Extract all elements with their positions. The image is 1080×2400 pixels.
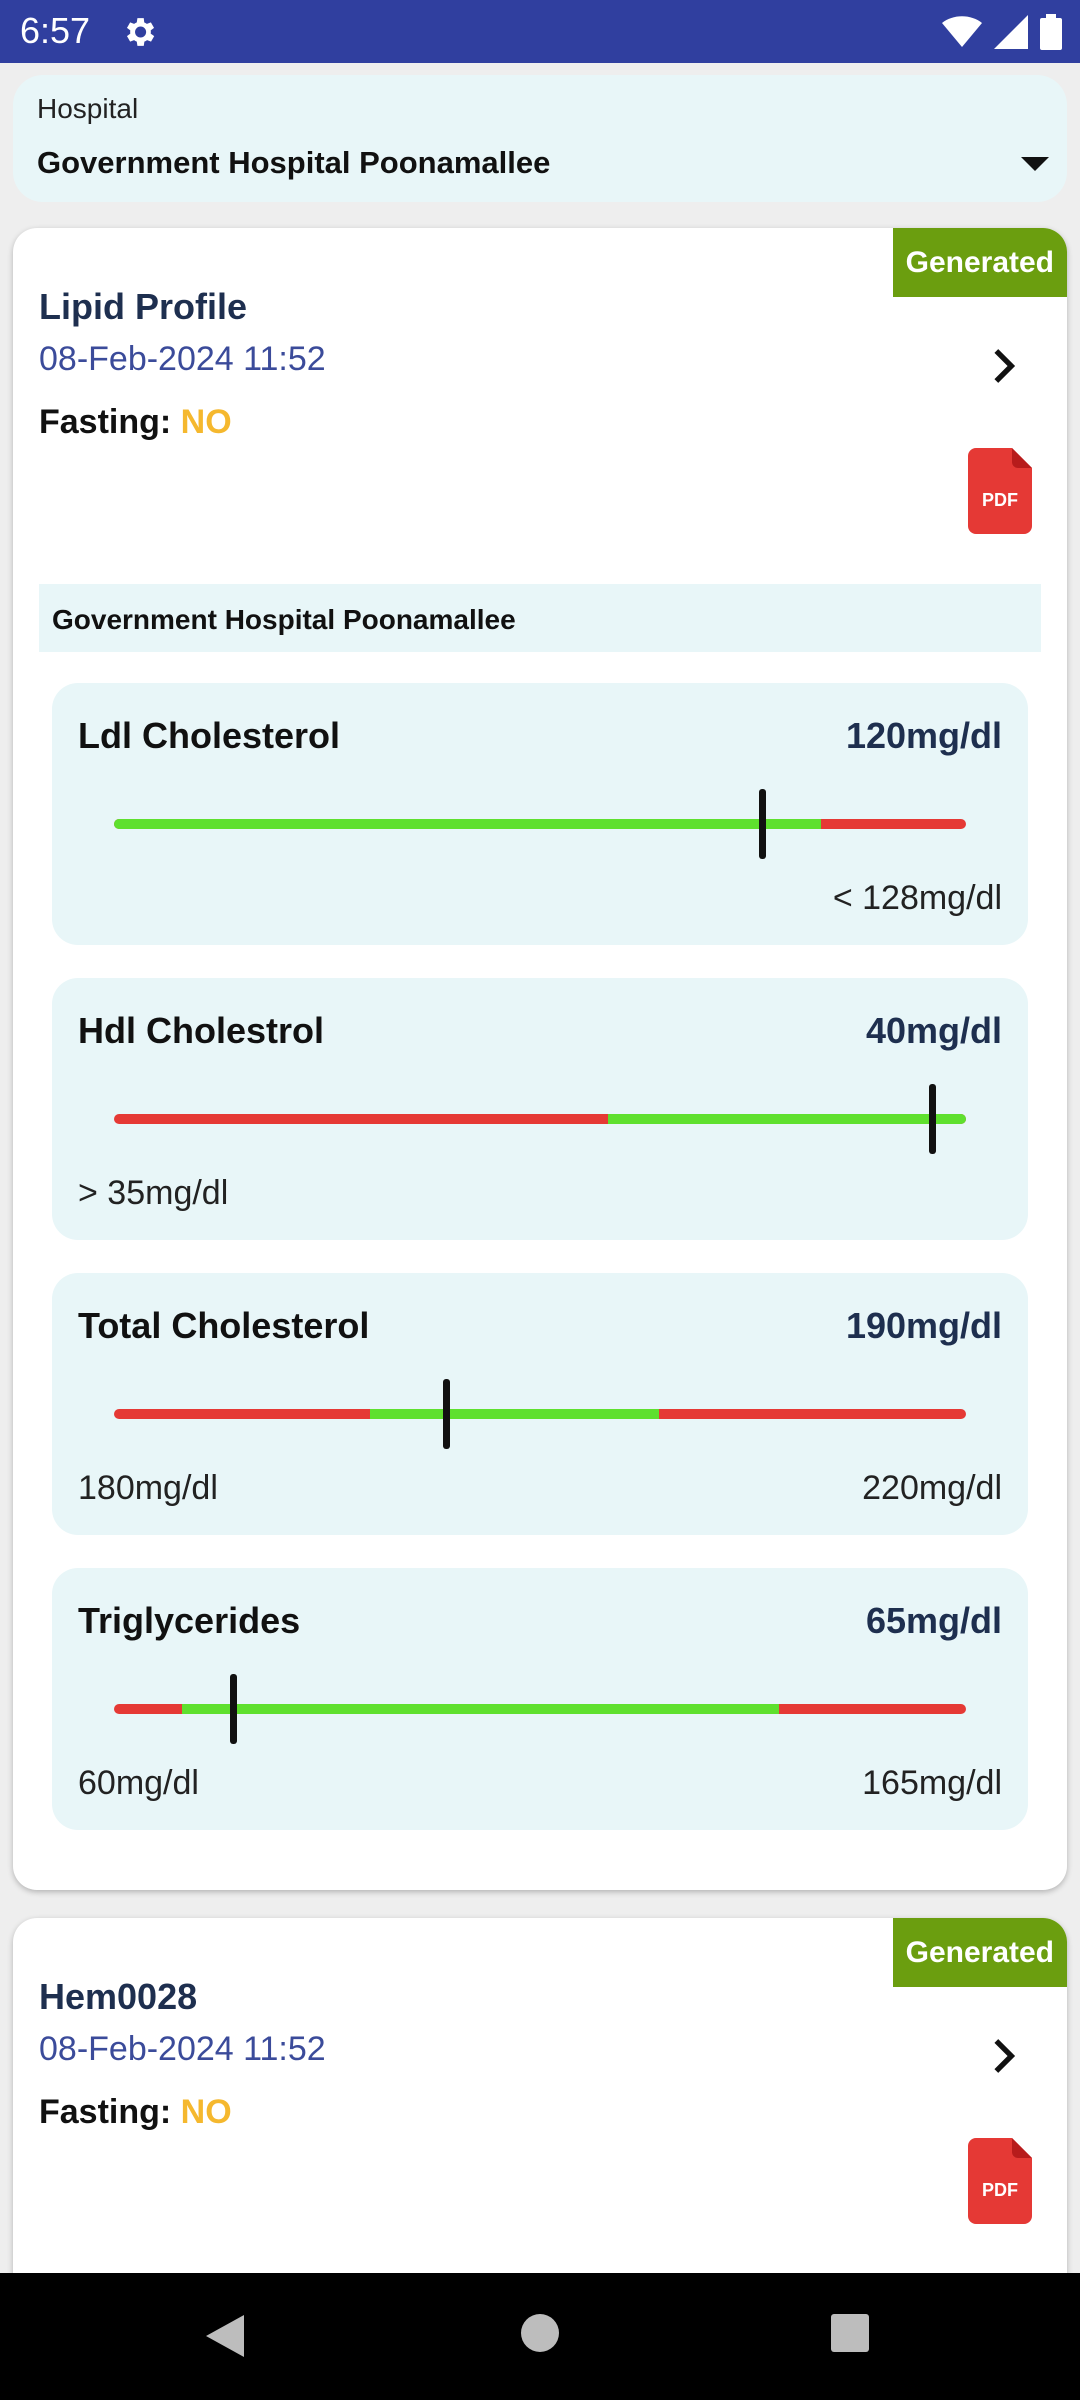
- chevron-right-icon[interactable]: [983, 2036, 1023, 2076]
- cell-signal-icon: [994, 15, 1028, 49]
- value-marker: [443, 1379, 451, 1449]
- range-left-label: 180mg/dl: [78, 1469, 218, 1507]
- hospital-section-name: Government Hospital Poonamallee: [52, 604, 516, 635]
- report-datetime: 08-Feb-2024 11:52: [39, 2030, 326, 2068]
- hospital-section-header: Government Hospital Poonamallee: [39, 584, 1041, 652]
- fasting-value: NO: [180, 2093, 232, 2131]
- test-value: 65mg/dl: [865, 1600, 1002, 1641]
- range-bar: [114, 819, 966, 829]
- range-right-label: < 128mg/dl: [832, 879, 1002, 917]
- range-left-label: 60mg/dl: [78, 1764, 199, 1802]
- report-title: Hem0028: [39, 1976, 198, 2017]
- range-left-label: > 35mg/dl: [78, 1174, 229, 1212]
- report-datetime: 08-Feb-2024 11:52: [39, 340, 326, 378]
- test-result-total-cholesterol: Total Cholesterol 190mg/dl 180mg/dl 220m…: [52, 1273, 1028, 1535]
- pdf-icon-label: PDF: [982, 490, 1018, 510]
- recents-square-icon[interactable]: [830, 2313, 870, 2353]
- range-right-label: 165mg/dl: [862, 1764, 1002, 1802]
- gear-icon: [126, 18, 155, 46]
- range-bar: [114, 1114, 966, 1124]
- wifi-icon: [942, 16, 982, 47]
- fasting-label: Fasting:: [39, 2093, 172, 2131]
- status-time: 6:57: [20, 10, 91, 51]
- hospital-selected-value: Government Hospital Poonamallee: [37, 145, 551, 180]
- home-circle-icon[interactable]: [520, 2313, 560, 2353]
- normal-range-segment: [608, 1114, 966, 1124]
- report-card[interactable]: Generated Lipid Profile 08-Feb-2024 11:5…: [13, 228, 1067, 1890]
- normal-range-segment: [182, 1704, 779, 1714]
- chevron-right-icon[interactable]: [983, 346, 1023, 386]
- hospital-label: Hospital: [37, 93, 139, 124]
- test-result-triglycerides: Triglycerides 65mg/dl 60mg/dl 165mg/dl: [52, 1568, 1028, 1830]
- test-name: Ldl Cholesterol: [78, 715, 341, 756]
- fasting-status: Fasting: NO: [39, 403, 232, 442]
- test-result-hdl: Hdl Cholestrol 40mg/dl > 35mg/dl: [52, 978, 1028, 1240]
- battery-icon: [1040, 14, 1062, 50]
- test-name: Hdl Cholestrol: [78, 1010, 325, 1051]
- value-marker: [758, 789, 766, 859]
- fasting-value: NO: [180, 403, 232, 441]
- status-bar: 6:57: [0, 0, 1080, 63]
- value-marker: [928, 1084, 936, 1154]
- range-right-label: 220mg/dl: [862, 1469, 1002, 1507]
- test-result-ldl: Ldl Cholesterol 120mg/dl < 128mg/dl: [52, 683, 1028, 945]
- back-triangle-icon[interactable]: [204, 2313, 246, 2359]
- test-name: Triglycerides: [78, 1600, 301, 1641]
- status-badge: Generated: [892, 228, 1067, 297]
- range-bar: [114, 1704, 966, 1714]
- dropdown-caret-icon[interactable]: [1021, 157, 1049, 171]
- normal-range-segment: [369, 1409, 660, 1419]
- system-navigation-bar: [0, 2273, 1080, 2400]
- range-bar: [114, 1409, 966, 1419]
- test-name: Total Cholesterol: [78, 1305, 370, 1346]
- value-marker: [230, 1674, 238, 1744]
- fasting-status: Fasting: NO: [39, 2093, 232, 2132]
- pdf-icon[interactable]: PDF: [968, 2138, 1032, 2224]
- pdf-icon-label: PDF: [982, 2180, 1018, 2200]
- status-badge: Generated: [892, 1918, 1067, 1987]
- report-title: Lipid Profile: [39, 286, 248, 327]
- test-value: 40mg/dl: [865, 1010, 1002, 1051]
- test-value: 190mg/dl: [845, 1305, 1002, 1346]
- hospital-dropdown[interactable]: Hospital Government Hospital Poonamallee: [13, 75, 1067, 202]
- normal-range-segment: [114, 819, 822, 829]
- fasting-label: Fasting:: [39, 403, 172, 441]
- pdf-icon[interactable]: PDF: [968, 448, 1032, 534]
- test-value: 120mg/dl: [845, 715, 1002, 756]
